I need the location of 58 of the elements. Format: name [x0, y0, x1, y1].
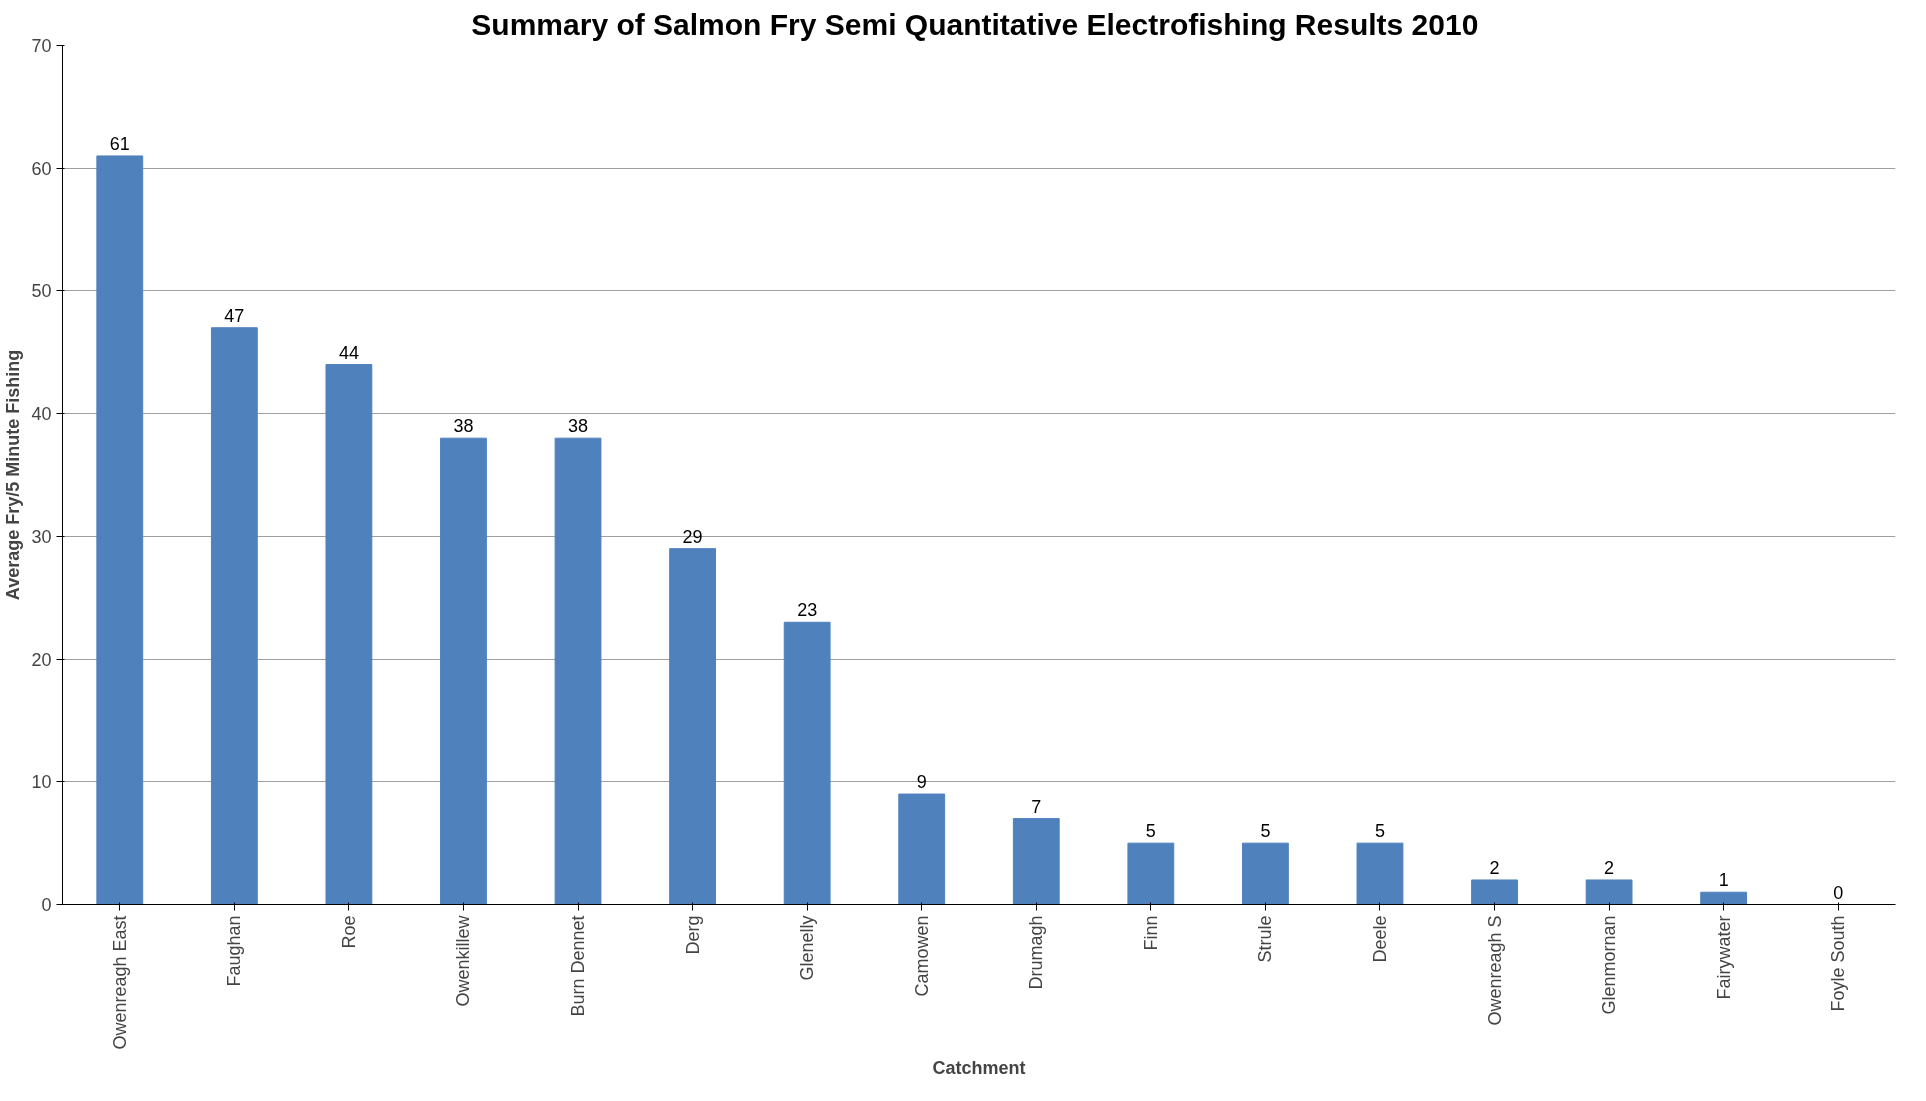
data-label: 44: [338, 342, 359, 363]
bar: [1700, 891, 1748, 905]
bar: [669, 548, 717, 905]
y-tick-label: 50: [31, 281, 52, 302]
bar: [1127, 842, 1175, 905]
data-label: 29: [682, 526, 703, 547]
y-tick-label: 30: [31, 526, 52, 547]
data-label: 5: [1145, 821, 1156, 842]
bar: [898, 793, 946, 905]
bar: [440, 437, 487, 905]
data-label: 5: [1260, 821, 1271, 842]
data-label: 47: [224, 305, 245, 326]
x-tick-label: Owenreagh S: [1484, 915, 1505, 1026]
x-axis-title: Catchment: [932, 1057, 1026, 1078]
x-tick-label: Faughan: [224, 915, 245, 987]
x-tick-label: Glenmornan: [1599, 915, 1620, 1015]
y-tick-label: 60: [31, 158, 52, 179]
bar: [1356, 842, 1404, 905]
bar: [1241, 842, 1289, 905]
bar: [1012, 818, 1060, 905]
x-tick-label: Burn Dennet: [568, 915, 589, 1017]
data-label: 61: [109, 133, 130, 154]
y-axis-title: Average Fry/5 Minute Fishing: [3, 349, 24, 601]
x-tick-label: Derg: [682, 915, 703, 955]
data-label: 2: [1604, 857, 1615, 878]
x-tick-label: Glenelly: [797, 915, 818, 981]
data-label: 9: [916, 772, 927, 793]
x-tick-label: Fairywater: [1713, 915, 1734, 1000]
data-label: 2: [1489, 857, 1500, 878]
data-label: 23: [797, 600, 818, 621]
x-tick-label: Finn: [1140, 915, 1161, 951]
data-label: 5: [1374, 821, 1385, 842]
x-tick-label: Strule: [1255, 915, 1276, 963]
x-tick-label: Deele: [1369, 915, 1390, 963]
data-label: 1: [1718, 870, 1729, 891]
bar: [1585, 879, 1633, 905]
y-tick-label: 0: [41, 895, 52, 915]
data-label: 7: [1031, 796, 1042, 817]
y-tick-label: 20: [31, 649, 52, 670]
y-tick-label: 40: [31, 404, 52, 425]
x-tick-label: Camowen: [911, 915, 932, 997]
bar: [325, 364, 373, 905]
x-tick-label: Foyle South: [1828, 915, 1849, 1012]
bar: [96, 155, 144, 905]
data-label: 0: [1833, 882, 1844, 903]
x-tick-label: Owenreagh East: [109, 915, 130, 1050]
data-label: 38: [568, 416, 589, 437]
x-tick-label: Owenkillew: [453, 914, 474, 1007]
bar: [210, 327, 258, 905]
y-tick-label: 10: [31, 772, 52, 793]
data-label: 38: [453, 416, 474, 437]
y-tick-label: 70: [31, 36, 52, 56]
bar: [554, 437, 602, 905]
x-tick-label: Drumagh: [1026, 915, 1047, 990]
chart-title: Summary of Salmon Fry Semi Quantitative Electrofishing Results 2010: [471, 7, 1479, 41]
bar: [783, 621, 831, 905]
x-tick-label: Roe: [338, 915, 359, 949]
bar: [1471, 879, 1518, 905]
